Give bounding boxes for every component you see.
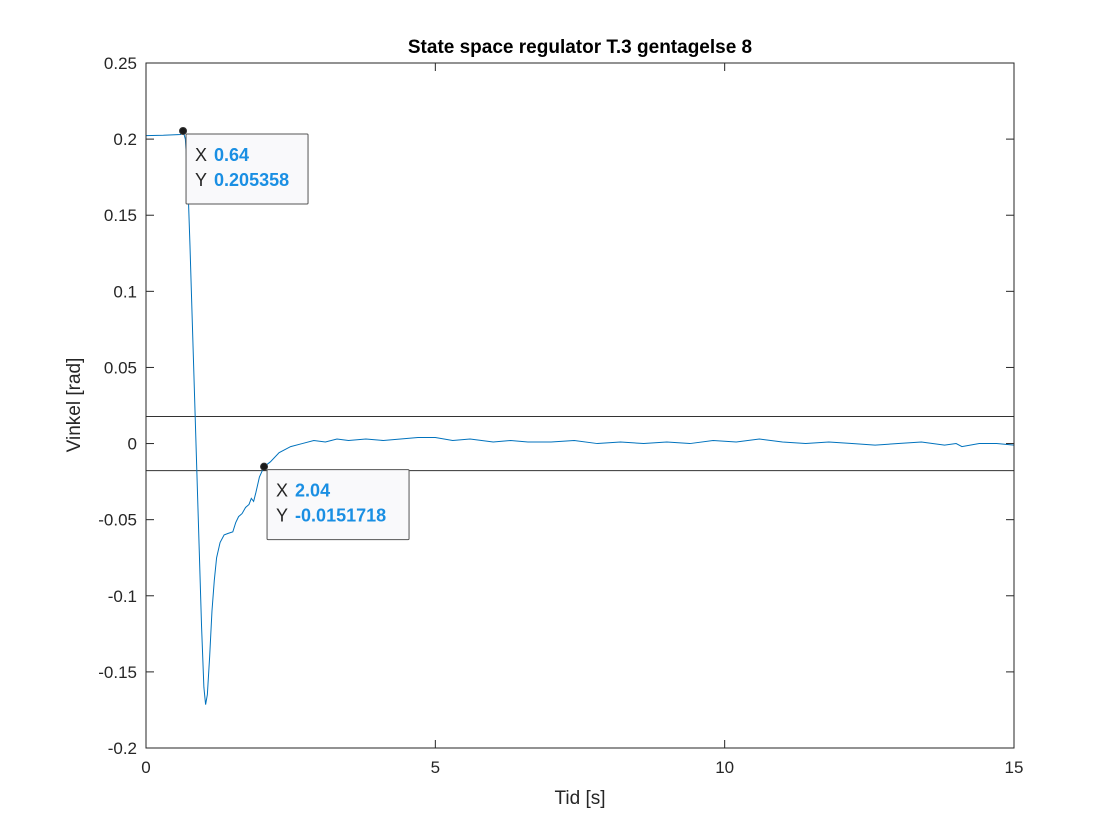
x-tick-label: 15 [1005,758,1024,777]
y-tick-label: -0.2 [108,739,137,758]
x-tick-label: 5 [431,758,440,777]
datatip-value: 0.64 [214,145,249,165]
datatip-marker[interactable] [260,462,269,471]
datatip-marker[interactable] [179,126,188,135]
datatip[interactable]: X 2.04 Y -0.0151718 [260,462,410,541]
x-axis-label: Tid [s] [554,788,605,809]
datatip[interactable]: X 0.64 Y 0.205358 [179,126,309,205]
y-tick-label: 0.2 [113,130,137,149]
y-tick-label: -0.1 [108,587,137,606]
datatip-value: 0.205358 [214,170,289,190]
datatip-value: -0.0151718 [295,506,386,526]
datatip-box [266,469,410,541]
series-line [145,129,1015,705]
datatip-key: Y [195,170,207,190]
y-tick-label: 0.15 [104,206,137,225]
y-tick-label: -0.15 [98,663,137,682]
y-tick-label: -0.05 [98,511,137,530]
y-tick-label: 0.05 [104,358,137,377]
y-tick-label: 0.1 [113,282,137,301]
datatips: X 0.64 Y 0.205358 X 2.04 Y -0.0151718 [179,126,410,541]
x-tick-label: 10 [715,758,734,777]
datatip-key: X [276,481,288,501]
datatip-key: X [195,145,207,165]
x-tick-label: 0 [141,758,150,777]
axis-ticks: 0 5 10 15-0.2-0.15-0.1-0.0500.050.10.150.20… [98,54,1023,777]
datatip-key: Y [276,506,288,526]
y-tick-label: 0.25 [104,54,137,73]
axes-box [145,62,1015,749]
y-axis-label: Vinkel [rad] [64,358,85,453]
y-tick-label: 0 [128,435,137,454]
datatip-value: 2.04 [295,481,330,501]
chart-title: State space regulator T.3 gentagelse 8 [408,37,752,58]
datatip-box [185,133,309,205]
